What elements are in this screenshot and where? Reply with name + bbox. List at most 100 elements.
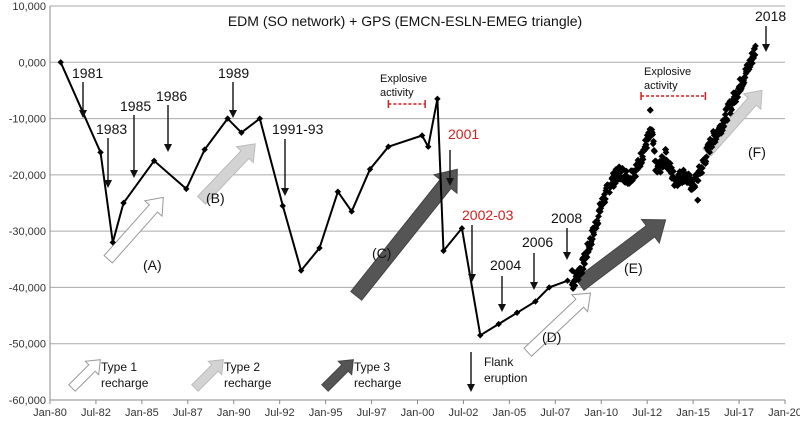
gps-point [734,93,742,101]
y-tick-label: 10,000 [12,1,46,13]
edm-point [348,208,355,215]
annotation-arrow-1985-head [130,170,138,178]
gps-spike-point [646,106,654,114]
y-tick-label: -50,000 [9,339,46,351]
legend-label-type1-line2: recharge [101,376,149,390]
gps-point [746,63,754,71]
gps-point [583,253,591,261]
gps-point [706,148,714,156]
x-tick-label: Jan-00 [401,407,435,419]
edm-point [513,309,521,316]
gps-point [703,153,710,161]
edm-point [366,166,374,173]
edm-point [183,185,190,193]
edm-point [385,143,392,150]
edm-point [120,199,127,207]
gps-point [708,143,716,151]
gps-point [728,106,736,114]
phase-label-D: (D) [542,329,561,345]
y-tick-label: -10,000 [9,114,46,126]
gps-point [601,195,609,203]
recharge-arrows [103,89,763,357]
y-tick-label: 0,000 [18,57,46,69]
gps-point [740,79,748,87]
flank-eruption-label-line2: eruption [484,371,527,385]
phase-label-C: (C) [372,245,391,261]
edm-point [477,332,484,339]
explosive-activity-label-line1: Explosive [644,66,691,78]
gps-point [720,122,728,130]
gps-point [650,137,658,145]
year-annotation-1981: 1981 [72,65,103,81]
explosive-activity-label-line2: activity [380,87,414,99]
edm-point [109,239,116,246]
edm-point [279,202,286,210]
gps-point [680,166,687,174]
gps-point [641,136,649,144]
annotation-arrow-2001-head [446,178,454,186]
edm-point [238,129,245,136]
edm-point [224,115,231,122]
year-annotation-1991-93: 1991-93 [272,121,324,137]
x-tick-label: Jul-87 [173,407,203,419]
edm-point [564,277,571,284]
year-annotation-2008: 2008 [551,210,582,226]
annotation-arrow-1981-head [79,110,87,118]
gps-point [579,265,587,273]
arrow-c-type3 [350,168,458,301]
gps-point [642,141,650,149]
gps-point [632,173,640,180]
gps-point [669,167,677,175]
x-tick-label: Jul-92 [265,407,295,419]
y-tick-label: -20,000 [9,170,46,182]
gps-point [571,282,579,290]
year-annotation-2004: 2004 [490,257,521,273]
edm-point [334,188,342,195]
arrow-d-type1 [523,292,592,357]
explosive-activity-label-line2: activity [644,80,678,92]
gps-point [670,173,678,181]
y-tick-label: -60,000 [9,395,46,407]
x-tick-label: Jan-90 [217,407,251,419]
legend-label-type1-line1: Type 1 [101,360,137,374]
gps-point [639,155,647,163]
x-tick-label: Jan-15 [676,407,710,419]
phase-label-F: (F) [748,144,766,160]
gps-point [666,159,674,167]
year-annotation-1989: 1989 [218,65,249,81]
gps-point [588,240,596,248]
year-annotation-2001: 2001 [448,126,479,142]
x-tick-label: Jul-02 [448,407,478,419]
gps-spike-point [694,196,702,204]
gps-point [694,171,702,179]
x-tick-label: Jul-97 [357,407,387,419]
x-tick-label: Jan-10 [584,407,618,419]
gps-point [649,131,657,138]
gps-point [712,135,720,143]
gps-point [589,235,596,243]
legend-label-type2-line1: Type 2 [224,360,260,374]
edm-point [256,115,263,122]
gps-spike-point [661,145,670,154]
x-tick-label: Jul-12 [632,407,662,419]
x-tick-label: Jan-80 [33,407,67,419]
year-annotation-2002-03: 2002-03 [462,207,514,223]
gps-point [752,42,759,50]
gps-point [702,158,710,165]
flank-eruption-arrow-head [467,384,475,392]
flank-eruption-label-line1: Flank [484,355,514,369]
gps-point [590,231,598,238]
x-tick-label: Jul-17 [724,407,754,419]
annotation-arrow-2008-head [563,252,571,260]
x-tick-label: Jan-05 [493,407,527,419]
arrow-e-type3 [574,218,667,291]
edm-point [297,267,305,274]
annotation-arrow-1986-head [164,144,172,152]
annotation-arrow-1989-head [229,110,237,118]
edm-point [97,149,104,156]
edm-point [57,59,64,66]
year-annotation-2006: 2006 [522,234,553,250]
legend-label-type3-line2: recharge [354,376,402,390]
edm-point [434,95,441,103]
